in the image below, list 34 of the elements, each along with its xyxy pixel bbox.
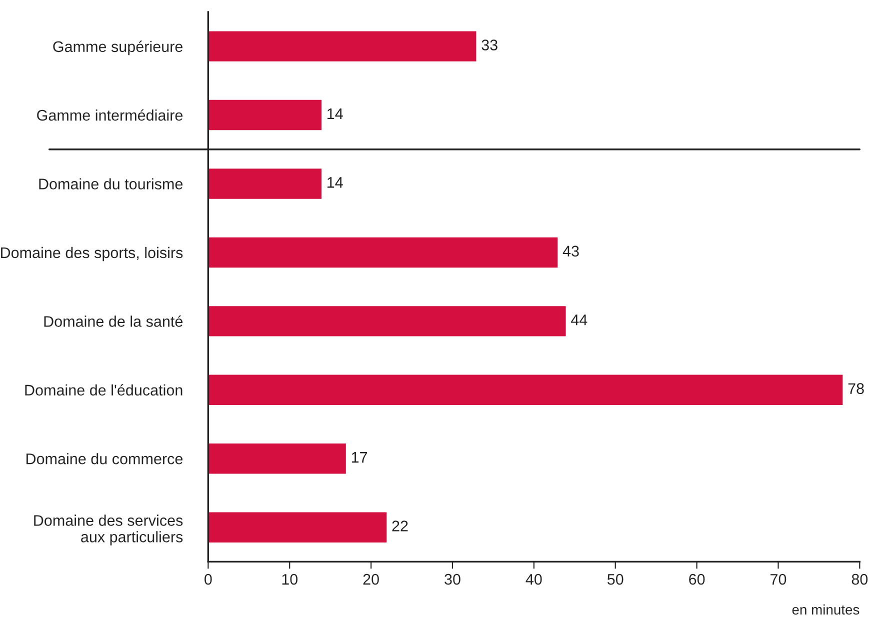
- y-tick-label: Gamme intermédiaire: [37, 109, 182, 121]
- y-tick-label: Domaine des services aux particuliers: [34, 514, 183, 546]
- x-tick-label: 20: [363, 574, 379, 585]
- x-tick-label: 50: [607, 574, 624, 585]
- x-tick-label: 10: [282, 574, 298, 585]
- data-label: 14: [328, 177, 343, 188]
- y-tick-label: Gamme supérieure: [53, 40, 182, 56]
- x-tick-label: 40: [526, 574, 542, 585]
- bar: [208, 442, 348, 476]
- y-tick-label: Domaine des sports, loisirs: [1, 246, 183, 262]
- data-label: 14: [328, 108, 343, 119]
- x-tick-label: 80: [852, 574, 868, 585]
- bar: [208, 304, 568, 338]
- data-label: 78: [848, 383, 864, 394]
- data-label: 44: [571, 314, 588, 326]
- x-axis-title: en minutes: [792, 604, 860, 615]
- bar: [208, 30, 478, 63]
- y-tick-label: Domaine du commerce: [26, 453, 182, 464]
- x-tick-label: 0: [204, 574, 212, 585]
- data-label: 22: [392, 520, 408, 532]
- y-tick-label: Domaine de l'éducation: [25, 384, 182, 396]
- x-tick-label: 70: [770, 574, 786, 585]
- x-tick-label: 60: [689, 574, 705, 585]
- data-label: 43: [562, 246, 579, 257]
- x-tick-label: 30: [444, 574, 460, 585]
- bar: [208, 98, 323, 132]
- bar: [208, 510, 388, 544]
- data-label: 33: [482, 40, 498, 50]
- y-tick-label: Domaine de la santé: [44, 315, 182, 327]
- bar: [208, 167, 323, 200]
- y-tick-label: Domaine du tourisme: [39, 178, 182, 190]
- bar: [208, 373, 844, 406]
- data-label: 17: [352, 452, 368, 463]
- bar: [208, 236, 560, 269]
